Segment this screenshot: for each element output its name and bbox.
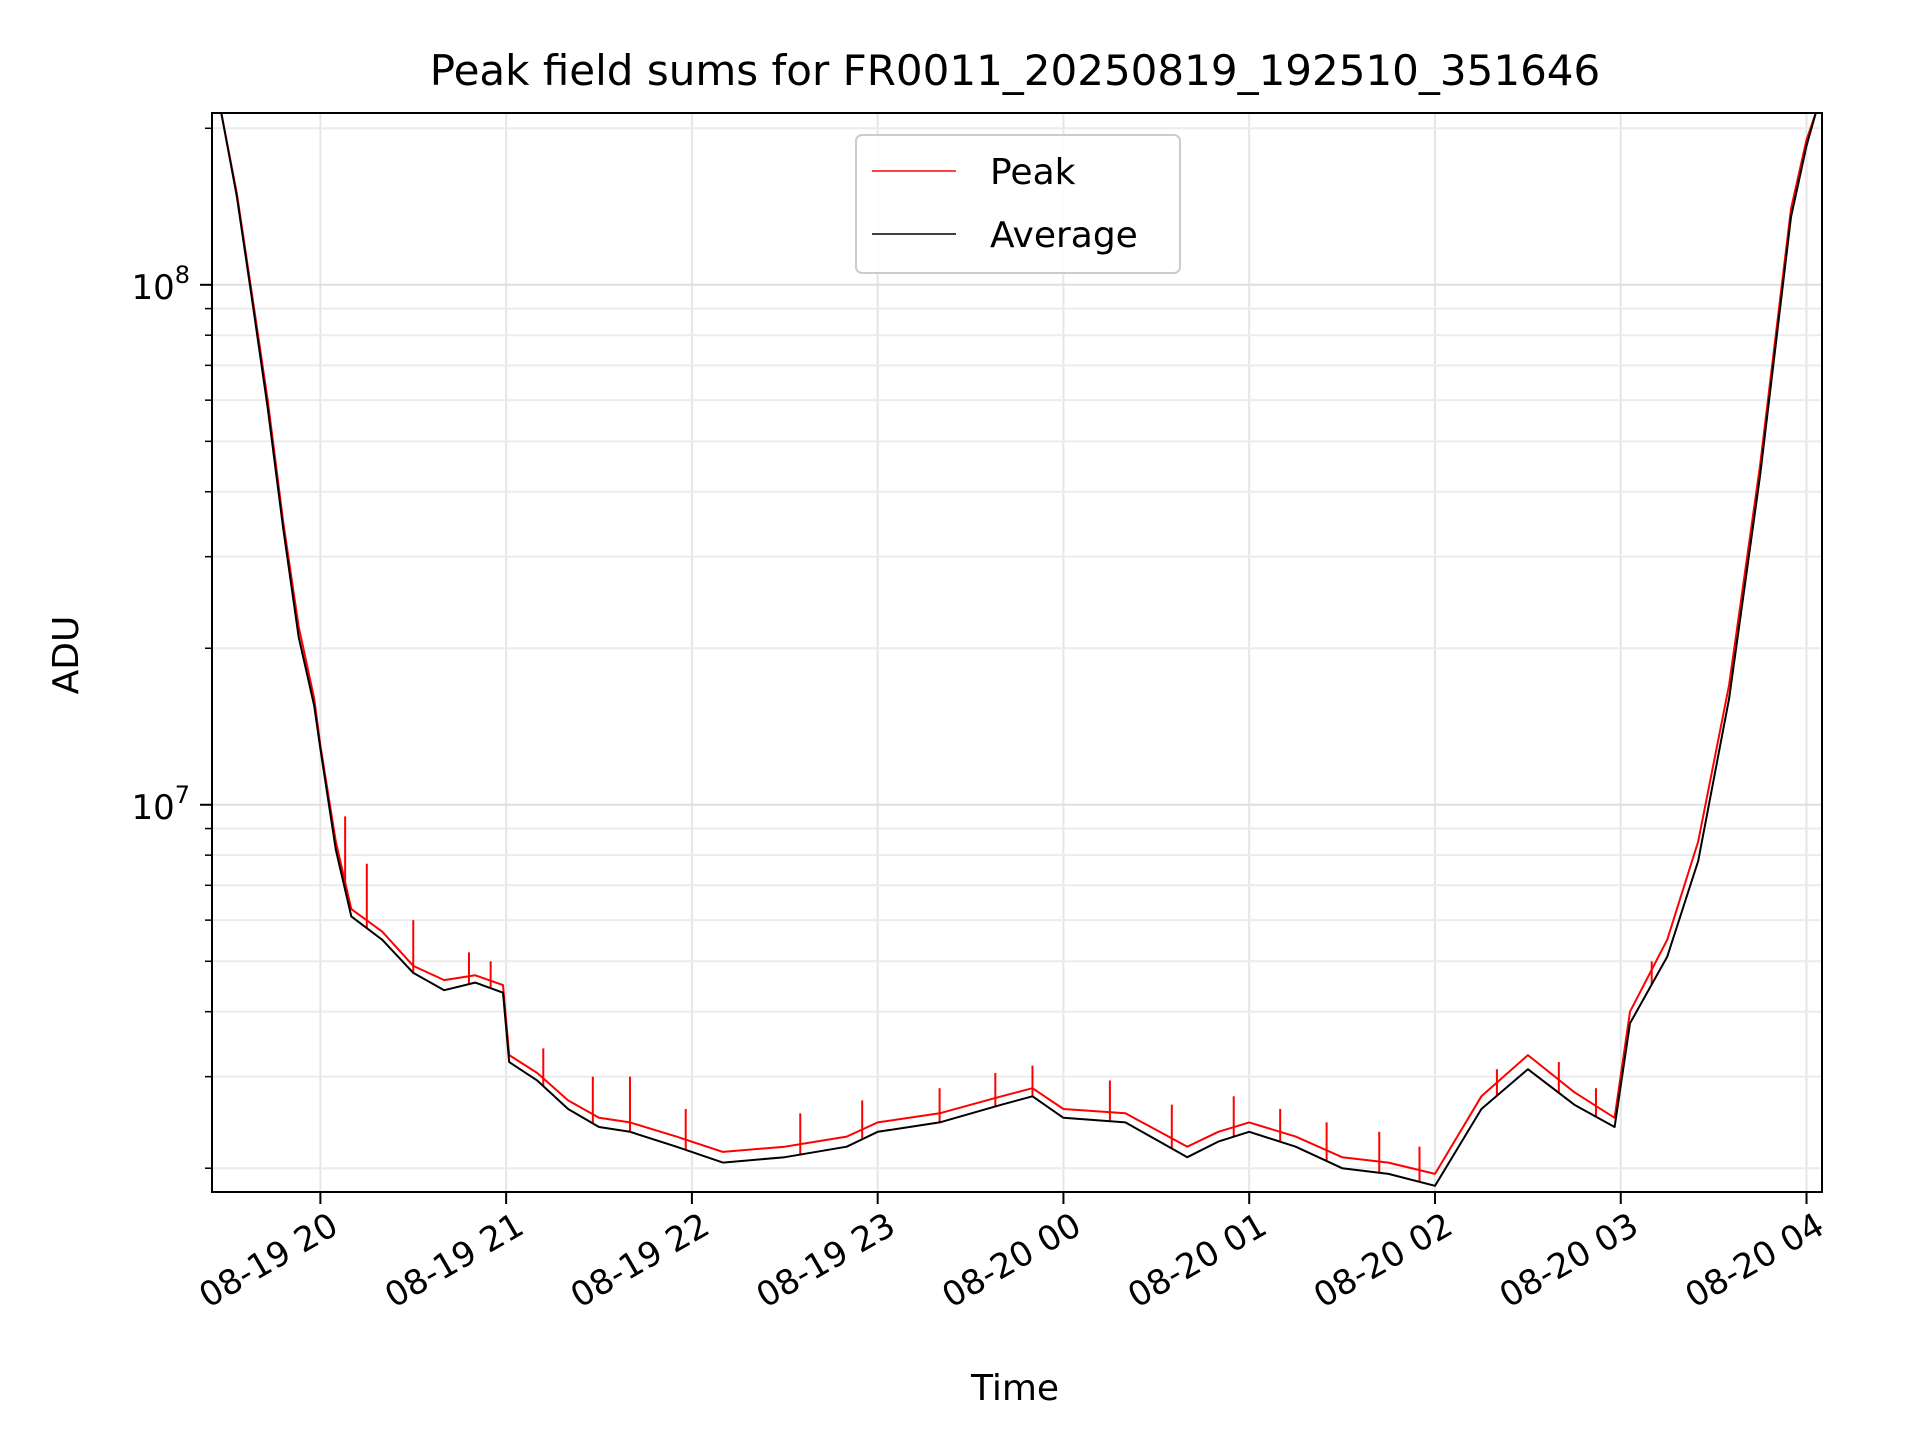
chart-title: Peak field sums for FR0011_20250819_1925…	[430, 46, 1600, 95]
legend-peak-label: Peak	[990, 152, 1076, 193]
series-peak	[220, 112, 1817, 1182]
series-average	[220, 112, 1817, 1187]
legend-box	[855, 134, 1181, 274]
peak-line	[220, 112, 1817, 1175]
legend-average-label: Average	[990, 215, 1138, 256]
legend: Peak Average	[855, 134, 1181, 274]
x-axis-label: Time	[970, 1368, 1059, 1409]
plot-frame	[211, 112, 1823, 1193]
y-axis: 107 108	[131, 127, 212, 1169]
y-tick-label: 107	[131, 781, 190, 828]
y-tick-label: 108	[131, 261, 190, 308]
y-axis-label: ADU	[46, 616, 87, 695]
average-line	[220, 112, 1817, 1187]
